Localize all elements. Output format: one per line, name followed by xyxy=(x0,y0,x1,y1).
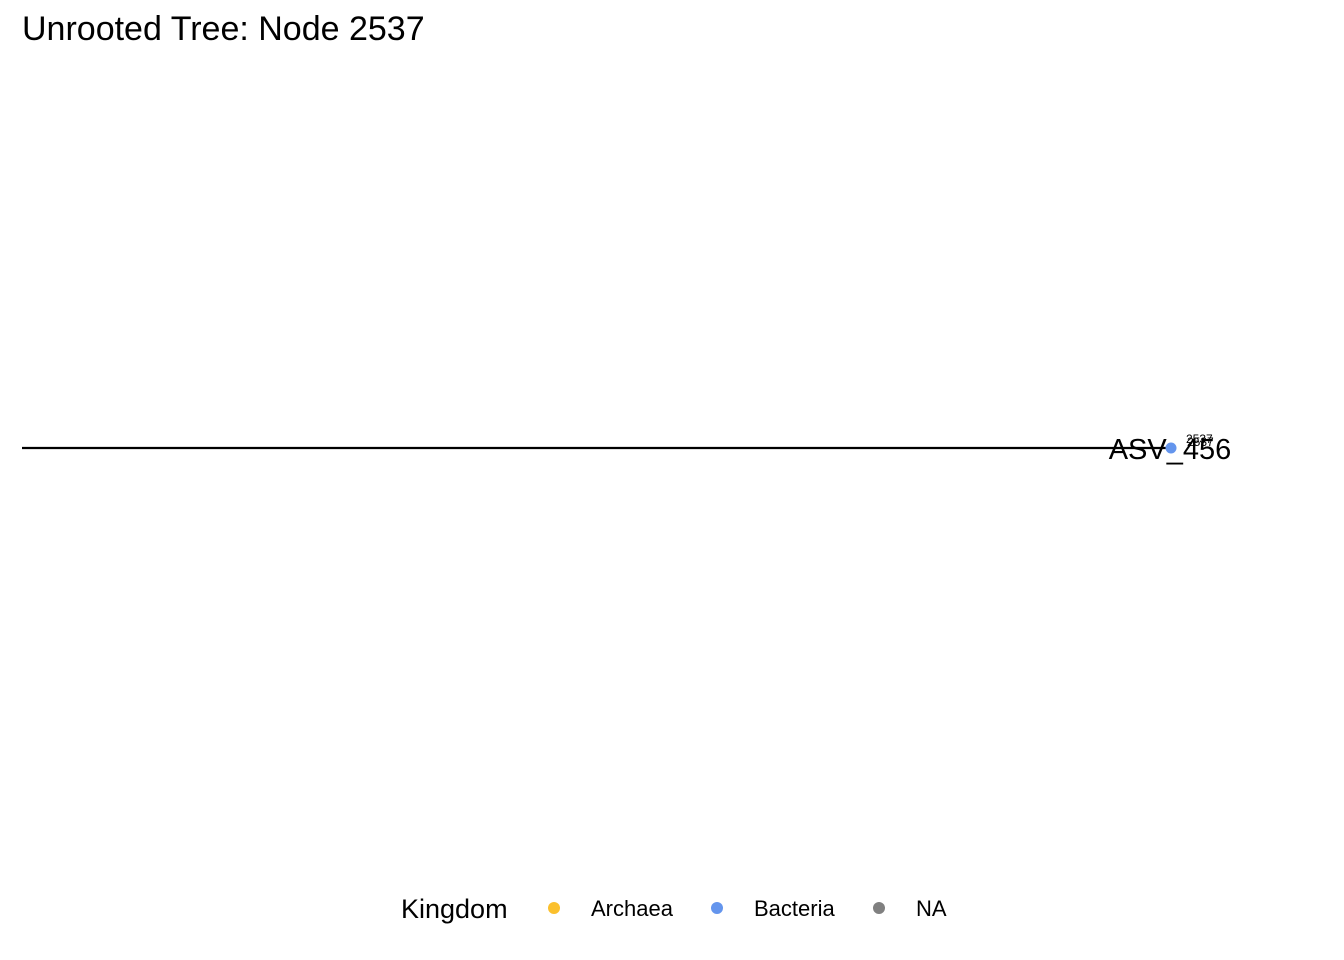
chart-title: Unrooted Tree: Node 2537 xyxy=(22,10,425,48)
legend-key-na xyxy=(873,902,885,914)
tip-point-bacteria xyxy=(1165,442,1177,454)
node-label: 2537 xyxy=(1187,435,1214,449)
legend-item-archaea: Archaea xyxy=(548,896,674,921)
legend-item-na: NA xyxy=(873,896,947,921)
legend-key-archaea xyxy=(548,902,560,914)
node-label: 2537 xyxy=(1186,432,1213,446)
legend: Kingdom Archaea Bacteria NA xyxy=(401,894,947,924)
legend-key-bacteria xyxy=(711,902,723,914)
legend-label-na: NA xyxy=(916,896,947,921)
legend-title: Kingdom xyxy=(401,894,508,924)
legend-label-bacteria: Bacteria xyxy=(754,896,835,921)
legend-item-bacteria: Bacteria xyxy=(711,896,835,921)
tree-plot-area: ASV_456 2537 2537 xyxy=(22,432,1231,466)
legend-label-archaea: Archaea xyxy=(591,896,674,921)
